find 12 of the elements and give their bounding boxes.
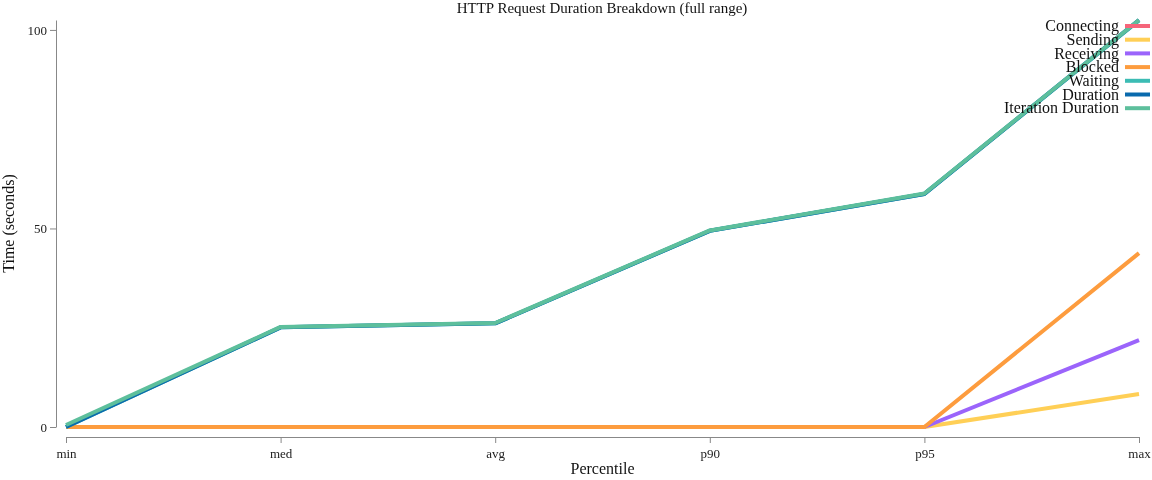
chart-title: HTTP Request Duration Breakdown (full range): [456, 0, 748, 17]
y-axis-title: Time (seconds): [0, 174, 18, 273]
x-tick-label: p95: [915, 445, 935, 461]
x-tick-label: avg: [486, 445, 506, 461]
x-tick-label: max: [1128, 445, 1152, 461]
x-tick-label: min: [56, 445, 78, 461]
x-axis-title: Percentile: [570, 460, 635, 477]
y-tick-label: 50: [34, 221, 47, 237]
y-tick-label: 0: [40, 419, 47, 435]
x-tick-label: med: [269, 445, 293, 461]
y-tick-label: 100: [27, 22, 47, 38]
x-tick-label: p90: [700, 445, 721, 461]
